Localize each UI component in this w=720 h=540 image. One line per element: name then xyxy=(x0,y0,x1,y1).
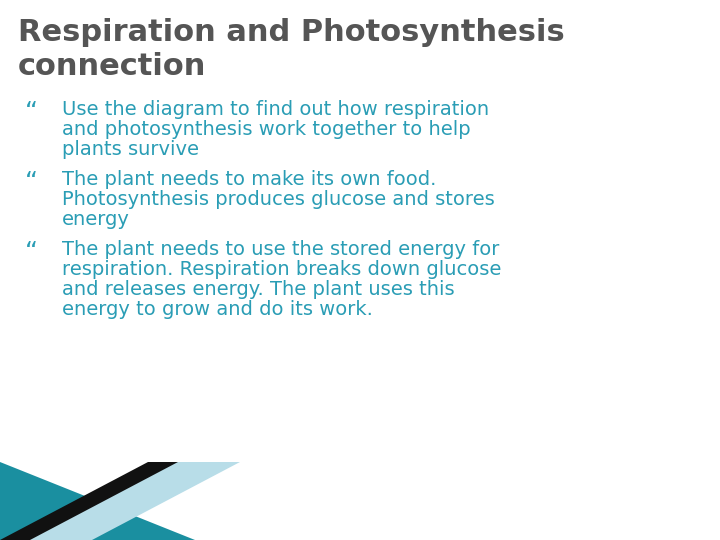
Text: respiration. Respiration breaks down glucose: respiration. Respiration breaks down glu… xyxy=(62,260,501,279)
Text: The plant needs to make its own food.: The plant needs to make its own food. xyxy=(62,170,436,189)
Text: energy to grow and do its work.: energy to grow and do its work. xyxy=(62,300,373,319)
Text: Use the diagram to find out how respiration: Use the diagram to find out how respirat… xyxy=(62,100,489,119)
Text: and releases energy. The plant uses this: and releases energy. The plant uses this xyxy=(62,280,454,299)
Text: The plant needs to use the stored energy for: The plant needs to use the stored energy… xyxy=(62,240,500,259)
Text: Respiration and Photosynthesis: Respiration and Photosynthesis xyxy=(18,18,564,47)
Text: and photosynthesis work together to help: and photosynthesis work together to help xyxy=(62,120,471,139)
Text: connection: connection xyxy=(18,52,207,81)
Text: “: “ xyxy=(25,100,38,124)
Text: plants survive: plants survive xyxy=(62,140,199,159)
Polygon shape xyxy=(0,462,195,540)
Text: “: “ xyxy=(25,170,38,194)
Polygon shape xyxy=(30,462,240,540)
Polygon shape xyxy=(0,462,185,540)
Text: energy: energy xyxy=(62,210,130,229)
Text: “: “ xyxy=(25,240,38,264)
Text: Photosynthesis produces glucose and stores: Photosynthesis produces glucose and stor… xyxy=(62,190,495,209)
